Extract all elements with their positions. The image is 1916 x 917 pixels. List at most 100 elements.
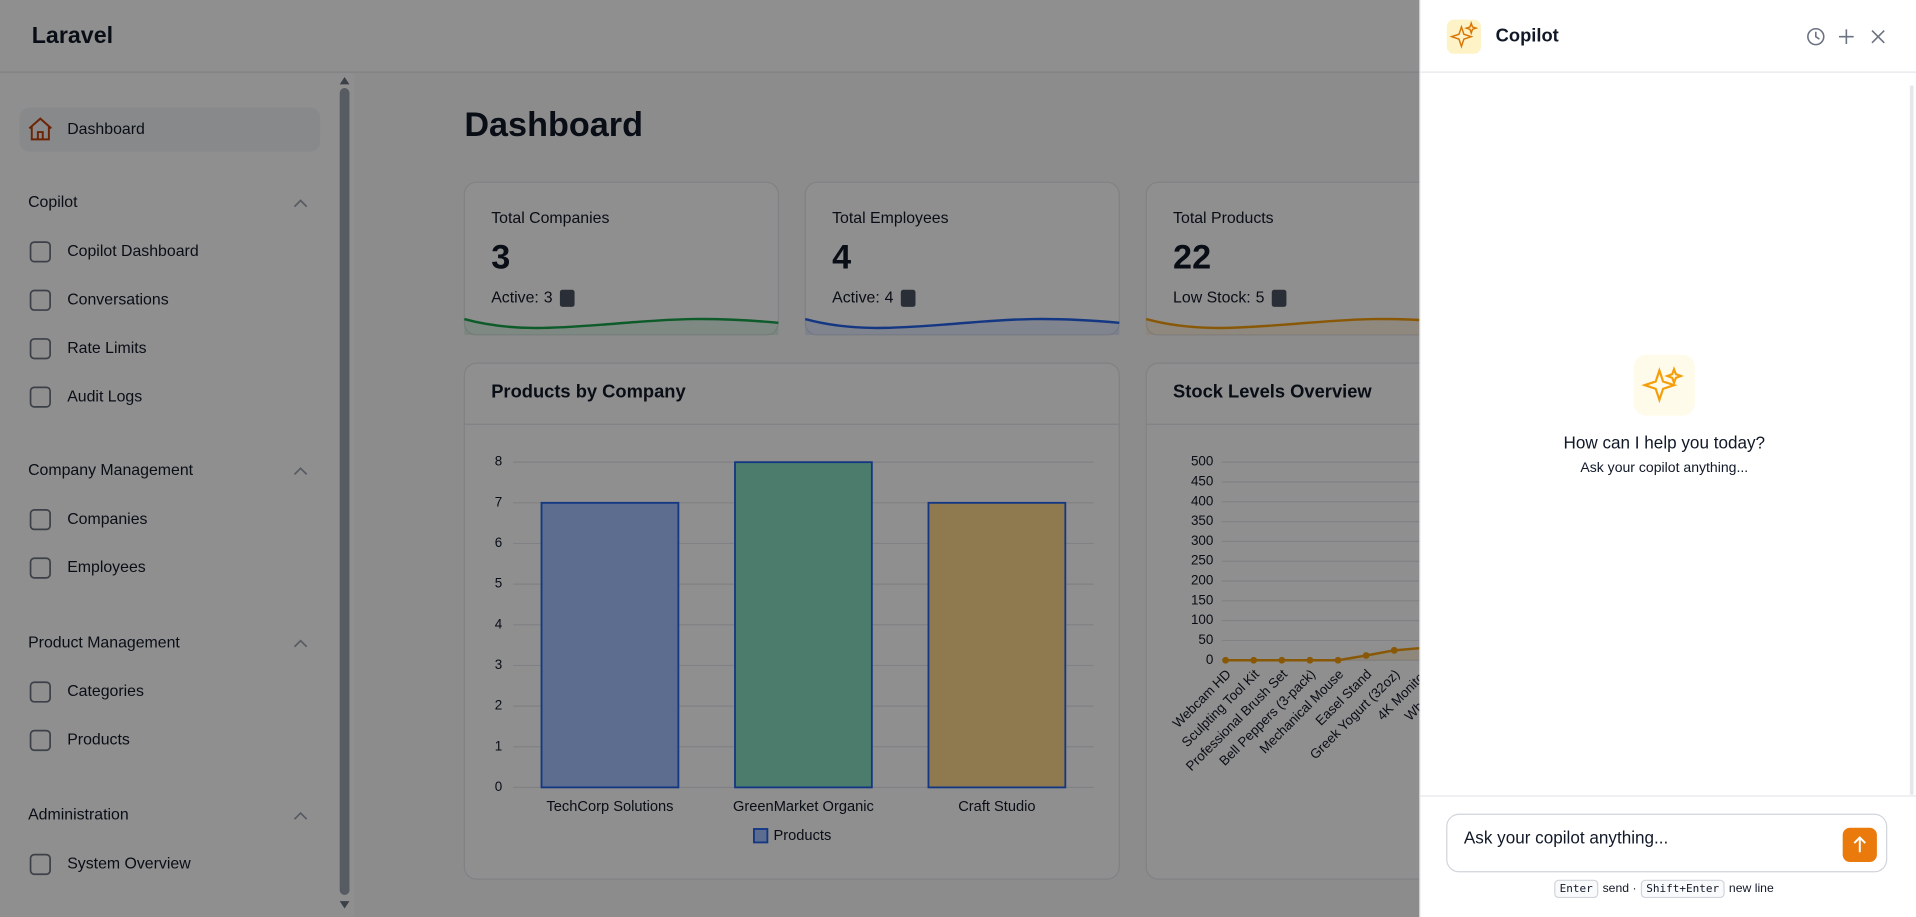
kbd-key: Enter <box>1560 882 1593 895</box>
chevron[interactable] <box>293 467 308 475</box>
y-tick-label: 200 <box>1191 573 1213 588</box>
active-nav-bg[interactable] <box>19 107 321 152</box>
stat-sub-label: Active: <box>491 290 539 307</box>
panel-scrollbar <box>1909 85 1914 795</box>
stat-icon <box>559 289 575 307</box>
nav-icon <box>29 241 51 263</box>
stat-sub-label: Active: <box>832 290 880 307</box>
stat-label: Total Companies <box>491 210 609 227</box>
nav-icon <box>29 729 51 752</box>
history-button[interactable] <box>1807 27 1825 46</box>
y-tick-label: 3 <box>495 657 502 672</box>
y-tick-label: 7 <box>495 494 502 509</box>
nav-group-title[interactable]: Administration <box>28 807 129 824</box>
new-chat-button[interactable] <box>1839 29 1854 45</box>
nav-icon <box>29 508 51 531</box>
stat-sub-label: Low Stock: <box>1173 290 1251 307</box>
y-tick-label: 6 <box>495 535 502 550</box>
y-tick-label: 0 <box>495 779 502 794</box>
nav-item-active[interactable]: Dashboard <box>67 121 145 138</box>
empty-state-icon-bg <box>1633 354 1695 416</box>
nav-item[interactable]: Employees <box>67 559 146 576</box>
page-title: Dashboard <box>464 106 643 144</box>
nav-item[interactable]: Products <box>67 732 130 749</box>
copilot-logo <box>1446 19 1481 54</box>
y-tick-label: 5 <box>495 576 502 591</box>
stat-label: Total Employees <box>832 210 949 227</box>
point <box>1390 646 1398 654</box>
nav-group-title[interactable]: Company Management <box>28 462 194 479</box>
kbd-box <box>1640 879 1725 899</box>
bar <box>734 461 873 789</box>
point <box>1362 652 1370 659</box>
stat-icon <box>1271 289 1287 307</box>
point <box>1306 656 1314 664</box>
brand[interactable]: Laravel <box>32 22 113 48</box>
chart-title: Products by Company <box>491 380 686 401</box>
line-area <box>1225 644 1479 661</box>
nav-item[interactable]: Audit Logs <box>67 388 142 405</box>
bar <box>540 501 680 789</box>
stat-icon <box>900 289 916 307</box>
y-tick-label: 2 <box>495 698 502 713</box>
send-icon <box>1853 836 1866 853</box>
copilot-panel: Copilot How can I help you today? Ask yo… <box>1419 0 1916 917</box>
chevron[interactable] <box>293 811 308 820</box>
y-tick-label: 400 <box>1191 493 1213 508</box>
y-tick-label: 250 <box>1191 553 1213 568</box>
stat-card <box>804 181 1120 336</box>
nav-icon <box>29 289 51 311</box>
sparkline-area <box>464 318 779 336</box>
legend-swatch[interactable] <box>753 828 769 844</box>
bar <box>927 501 1067 789</box>
y-tick-label: 150 <box>1191 592 1213 607</box>
nav-icon <box>29 338 51 360</box>
y-tick-label: 8 <box>495 454 502 469</box>
stat-sub-value: 5 <box>1256 290 1265 307</box>
nav-item[interactable]: Conversations <box>67 291 169 308</box>
chat-input[interactable] <box>1446 813 1888 873</box>
chevron[interactable] <box>293 639 308 648</box>
sparkle-icon <box>1449 20 1479 49</box>
sparkline-area <box>1146 318 1461 336</box>
close-button[interactable] <box>1871 30 1885 44</box>
nav-icon <box>29 386 51 408</box>
nav-group-title[interactable]: Product Management <box>28 634 180 651</box>
nav-icon <box>29 681 51 703</box>
nav-item[interactable]: Categories <box>67 683 144 700</box>
empty-state-title: How can I help you today? <box>1563 433 1765 452</box>
point <box>1278 656 1286 664</box>
nav-item[interactable]: Copilot Dashboard <box>67 243 198 260</box>
keyboard-hint: Enter send · Shift+Enter new line <box>1554 879 1774 899</box>
y-tick-label: 4 <box>495 616 503 631</box>
kbd-box <box>1554 879 1599 899</box>
nav-item[interactable]: Companies <box>67 511 147 528</box>
x-tick-label: TechCorp Solutions <box>546 799 673 815</box>
nav-group-title[interactable]: Copilot <box>28 194 78 211</box>
panel-title: Copilot <box>1496 25 1559 46</box>
x-tick-label: GreenMarket Organic <box>733 799 874 815</box>
y-tick-label: 500 <box>1191 454 1213 469</box>
stat-card <box>463 181 779 336</box>
chevron[interactable] <box>293 199 308 208</box>
empty-state-subtitle: Ask your copilot anything... <box>1580 459 1748 475</box>
sparkline <box>1145 317 1461 330</box>
nav-icon <box>29 853 51 876</box>
modal-overlay[interactable] <box>0 0 1420 917</box>
sidebar <box>0 73 355 917</box>
chart-title: Stock Levels Overview <box>1173 380 1372 401</box>
nav-item[interactable]: System Overview <box>67 856 191 873</box>
chat-input-placeholder: Ask your copilot anything... <box>1464 828 1668 847</box>
y-tick-label: 1 <box>495 738 502 753</box>
hint-text: send · <box>1603 881 1637 895</box>
stat-sub-value: 3 <box>544 290 553 307</box>
nav-item[interactable]: Rate Limits <box>67 340 146 357</box>
sidebar-scrollbar[interactable] <box>339 88 350 895</box>
y-tick-label: 300 <box>1191 533 1213 548</box>
nav-icon <box>29 557 51 579</box>
y-tick-label: 0 <box>1206 652 1213 667</box>
panel-bg <box>1419 0 1916 917</box>
legend-label[interactable]: Products <box>773 828 831 844</box>
